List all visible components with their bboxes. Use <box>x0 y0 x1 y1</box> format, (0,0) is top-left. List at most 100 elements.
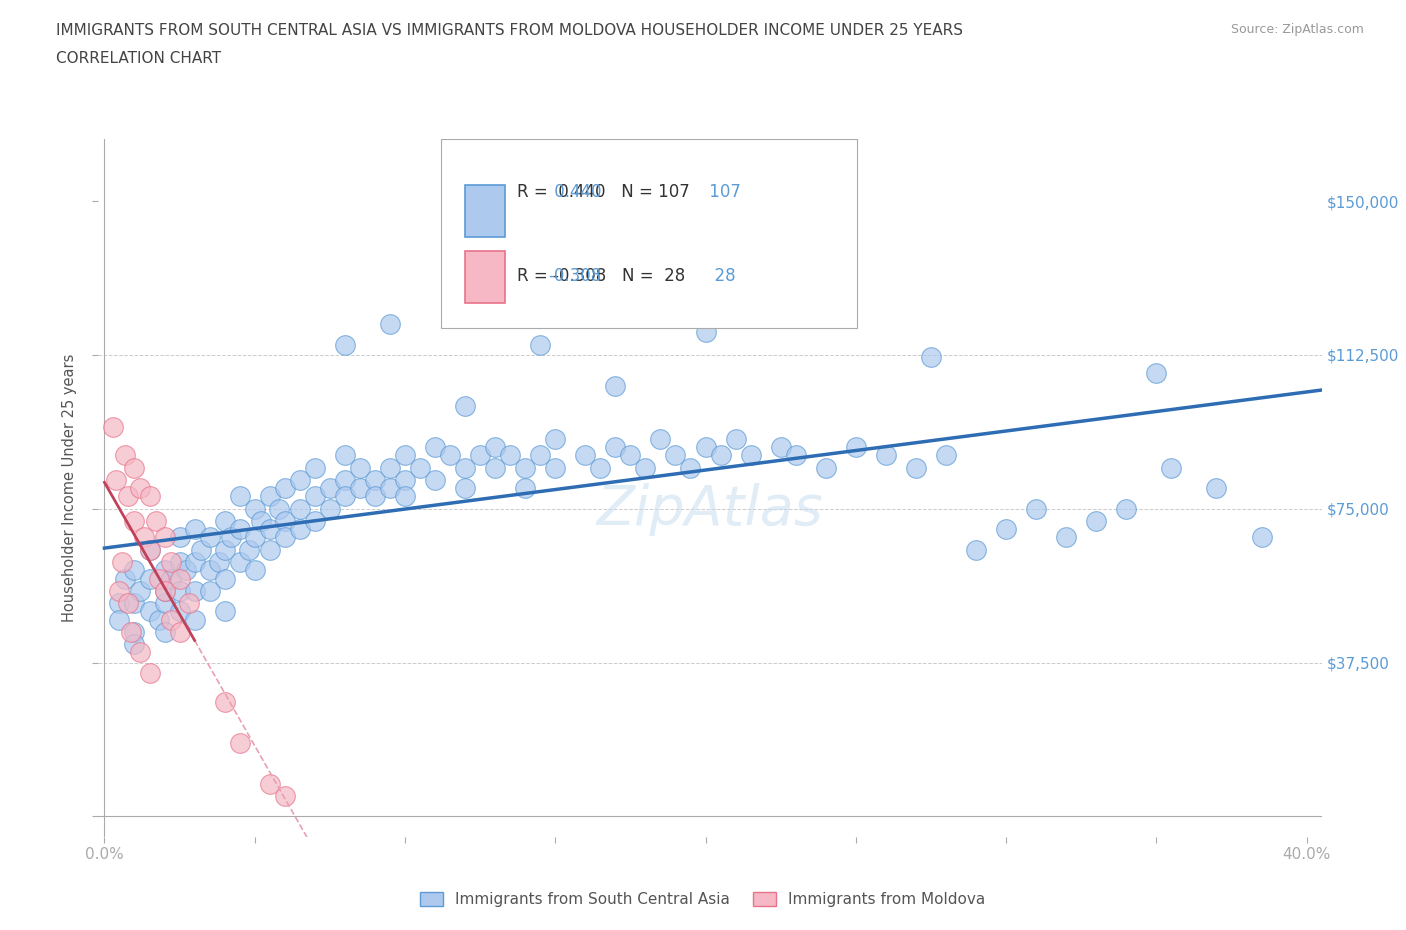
Point <box>724 432 747 446</box>
Point <box>243 501 266 516</box>
Point <box>169 530 191 545</box>
Point <box>138 542 160 557</box>
Text: -0.308: -0.308 <box>548 267 602 285</box>
Point <box>274 513 297 528</box>
Point <box>138 489 160 504</box>
Point <box>965 542 987 557</box>
Point <box>709 448 731 463</box>
Point <box>589 460 612 475</box>
Point <box>138 666 160 681</box>
Point <box>484 440 506 455</box>
Point <box>174 563 197 578</box>
Point <box>364 489 387 504</box>
Point <box>1250 530 1272 545</box>
Point <box>243 530 266 545</box>
Point <box>228 489 250 504</box>
Point <box>121 624 143 639</box>
Text: CORRELATION CHART: CORRELATION CHART <box>56 51 221 66</box>
Point <box>544 432 567 446</box>
Point <box>169 583 191 598</box>
Point <box>740 448 762 463</box>
Point <box>169 571 191 586</box>
Point <box>394 448 416 463</box>
Text: IMMIGRANTS FROM SOUTH CENTRAL ASIA VS IMMIGRANTS FROM MOLDOVA HOUSEHOLDER INCOME: IMMIGRANTS FROM SOUTH CENTRAL ASIA VS IM… <box>56 23 963 38</box>
Point <box>423 440 446 455</box>
Point <box>219 530 242 545</box>
Point <box>169 604 191 618</box>
Point <box>664 275 686 290</box>
Point <box>138 571 160 586</box>
Text: R =  0.440   N = 107: R = 0.440 N = 107 <box>517 183 689 201</box>
Point <box>349 460 371 475</box>
Point <box>259 522 281 537</box>
Point <box>605 440 627 455</box>
Point <box>169 554 191 569</box>
Point <box>228 522 250 537</box>
Point <box>319 501 342 516</box>
Point <box>267 501 290 516</box>
Point <box>304 489 326 504</box>
Point <box>214 604 236 618</box>
Point <box>333 448 356 463</box>
Point <box>378 317 401 332</box>
Point <box>695 325 717 339</box>
Point <box>138 542 160 557</box>
Point <box>129 644 152 659</box>
Point <box>274 530 297 545</box>
Point <box>769 440 792 455</box>
Point <box>148 571 170 586</box>
Point <box>103 419 125 434</box>
Point <box>117 596 139 611</box>
Point <box>117 489 139 504</box>
Point <box>529 448 551 463</box>
Point <box>409 460 432 475</box>
Point <box>198 583 221 598</box>
Point <box>1160 460 1182 475</box>
Point <box>935 448 957 463</box>
Point <box>468 448 491 463</box>
Point <box>333 338 356 352</box>
Point <box>108 583 131 598</box>
Point <box>153 583 176 598</box>
Point <box>845 440 868 455</box>
Point <box>544 460 567 475</box>
Point <box>124 624 146 639</box>
Point <box>439 448 461 463</box>
FancyBboxPatch shape <box>441 140 856 328</box>
Point <box>208 554 231 569</box>
Point <box>183 522 205 537</box>
Point <box>484 460 506 475</box>
Point <box>288 522 311 537</box>
Text: Source: ZipAtlas.com: Source: ZipAtlas.com <box>1230 23 1364 36</box>
Point <box>114 448 136 463</box>
Point <box>785 448 807 463</box>
Point <box>904 460 927 475</box>
Point <box>169 624 191 639</box>
Legend: Immigrants from South Central Asia, Immigrants from Moldova: Immigrants from South Central Asia, Immi… <box>415 885 991 913</box>
Text: 28: 28 <box>704 267 735 285</box>
Y-axis label: Householder Income Under 25 years: Householder Income Under 25 years <box>62 354 77 622</box>
Point <box>214 694 236 709</box>
Point <box>378 460 401 475</box>
Point <box>214 571 236 586</box>
Point <box>814 460 837 475</box>
Point <box>198 563 221 578</box>
Text: 0.440: 0.440 <box>548 183 600 201</box>
Point <box>619 448 641 463</box>
Point <box>243 563 266 578</box>
Point <box>108 596 131 611</box>
Point <box>153 530 176 545</box>
Point <box>111 554 134 569</box>
Text: R = -0.308   N =  28: R = -0.308 N = 28 <box>517 267 685 285</box>
Point <box>304 460 326 475</box>
Point <box>129 481 152 496</box>
Point <box>1054 530 1077 545</box>
Point <box>288 501 311 516</box>
Point <box>1144 365 1167 380</box>
Point <box>1085 513 1108 528</box>
Point <box>214 513 236 528</box>
FancyBboxPatch shape <box>465 185 505 237</box>
Point <box>378 481 401 496</box>
Point <box>574 448 596 463</box>
Point <box>695 440 717 455</box>
